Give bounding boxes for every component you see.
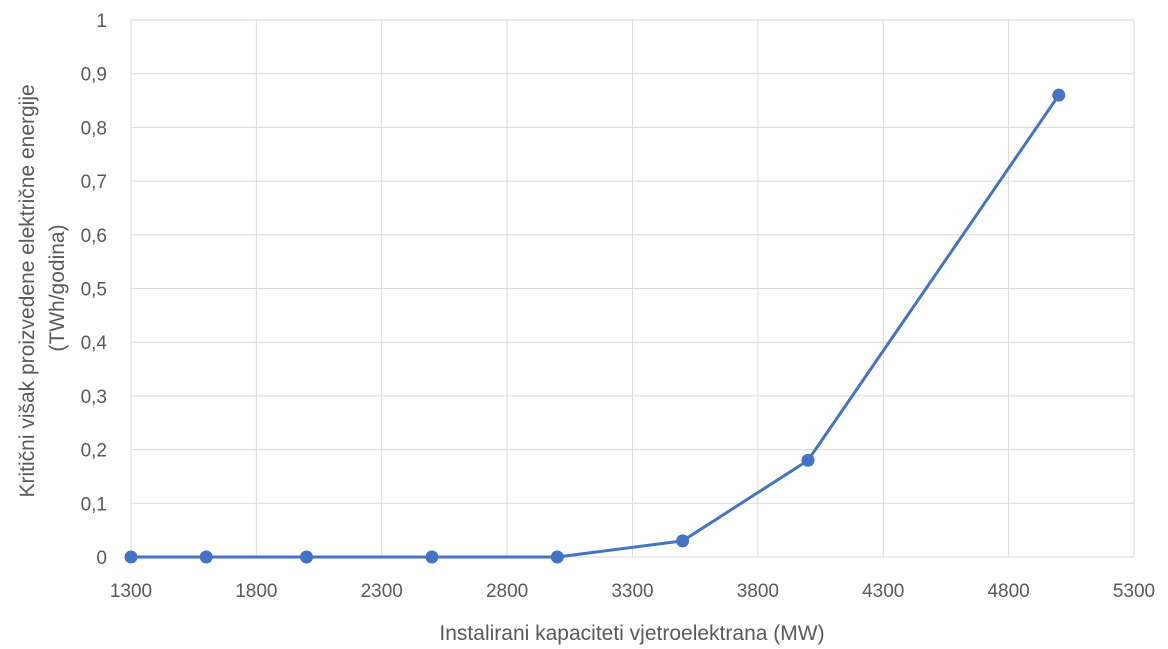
x-tick-label: 2800 [486, 581, 528, 602]
data-point [300, 550, 314, 564]
data-point [199, 550, 213, 564]
y-tick-label: 0,7 [81, 172, 107, 193]
x-axis-title: Instalirani kapaciteti vjetroelektrana (… [439, 622, 824, 645]
series-line [131, 94, 1061, 559]
y-tick-label: 0,9 [81, 65, 107, 86]
y-axis-title-line-2: (TWh/godina) [46, 224, 69, 351]
x-tick-label: 1300 [110, 581, 152, 602]
y-tick-label: 0,6 [81, 226, 107, 247]
y-tick-label: 0,1 [81, 494, 107, 515]
y-tick-label: 1 [96, 11, 107, 32]
y-tick-label: 0,8 [81, 118, 107, 139]
data-point [124, 550, 138, 564]
data-point [550, 550, 564, 564]
y-tick-label: 0 [96, 548, 107, 569]
x-axis-ticks: 1300 1800 2300 2800 3300 3800 4300 4800 5300 [110, 581, 1155, 602]
y-axis-title: Kritični višak proizvedene električne en… [16, 78, 69, 497]
x-tick-label: 4800 [987, 581, 1029, 602]
y-axis-title-line-1: Kritični višak proizvedene električne en… [16, 84, 39, 497]
data-point [801, 453, 815, 467]
x-tick-label: 3800 [737, 581, 779, 602]
data-point [676, 534, 690, 548]
x-tick-label: 3300 [611, 581, 653, 602]
data-point [1052, 88, 1066, 102]
y-tick-label: 0,3 [81, 387, 107, 408]
y-tick-label: 0,2 [81, 441, 107, 462]
y-tick-label: 0,4 [81, 333, 108, 354]
x-tick-label: 5300 [1113, 581, 1155, 602]
y-tick-label: 0,5 [81, 280, 107, 301]
x-tick-label: 1800 [235, 581, 277, 602]
x-tick-label: 2300 [361, 581, 403, 602]
data-point [425, 550, 439, 564]
grid [130, 19, 1135, 558]
x-tick-label: 4300 [862, 581, 904, 602]
y-axis-ticks: 0 0,1 0,2 0,3 0,4 0,5 0,6 0,7 0,8 0,9 1 [81, 11, 108, 569]
data-series [124, 88, 1066, 564]
